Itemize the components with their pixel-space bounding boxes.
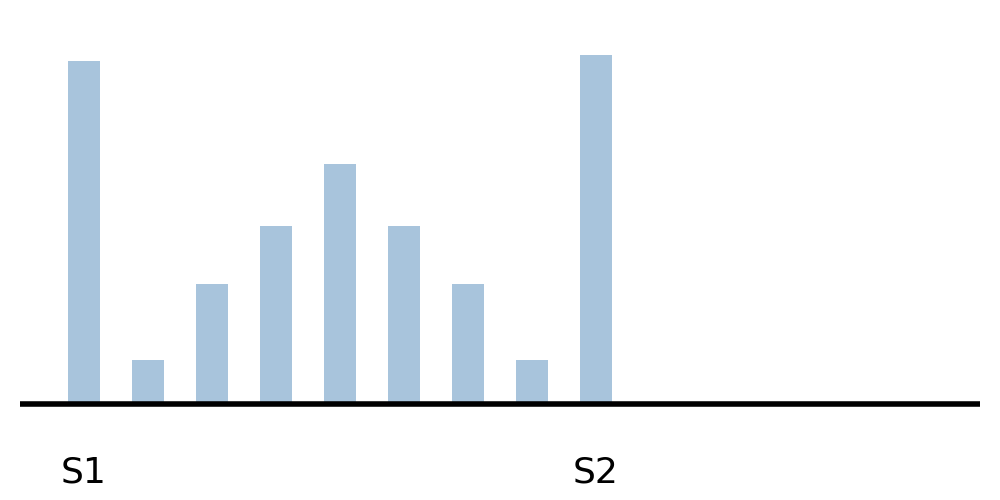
Bar: [516, 360, 548, 405]
Bar: [260, 226, 292, 404]
Bar: [324, 164, 356, 404]
Bar: [132, 360, 164, 405]
Bar: [68, 62, 100, 404]
Bar: [580, 54, 612, 405]
Text: S2: S2: [573, 456, 619, 490]
Text: S1: S1: [61, 456, 107, 490]
Bar: [388, 226, 420, 404]
Bar: [196, 284, 228, 405]
Bar: [452, 284, 484, 405]
